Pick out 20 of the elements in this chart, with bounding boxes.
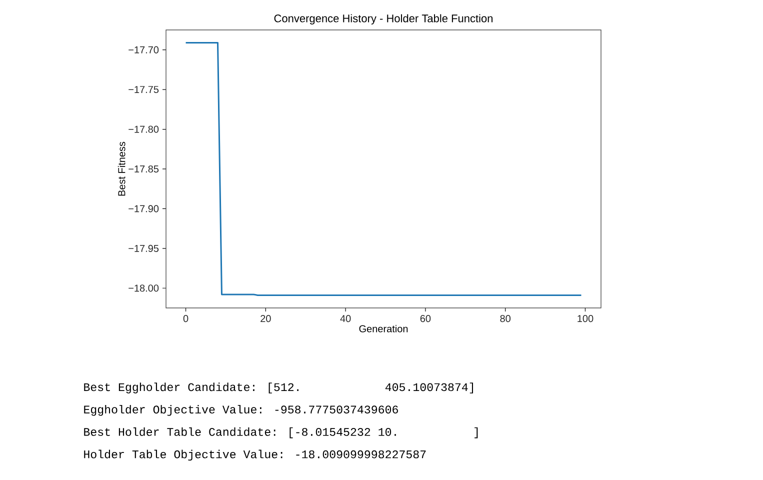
x-tick-label: 60	[420, 315, 431, 322]
y-axis-title: Best Fitness	[118, 142, 126, 196]
x-tick-label: 0	[183, 315, 188, 322]
text: Best Holder Table Candidate: [-8.01545232 10. ]	[84, 427, 478, 438]
text: Eggholder Objective Value: -958.7775037439606	[84, 404, 398, 416]
y-tick-label: −17.75	[128, 86, 159, 94]
y-tick-label: −17.95	[128, 244, 159, 252]
chart-title: Convergence History - Holder Table Function	[274, 14, 492, 24]
x-tick-label: 20	[260, 315, 271, 322]
x-tick-label: 100	[578, 315, 594, 322]
text: Holder Table Objective Value: -18.009099998227587	[84, 450, 426, 461]
x-tick-label: 80	[500, 315, 511, 322]
y-tick-label: −18.00	[128, 284, 159, 292]
x-tick-label: 40	[340, 315, 351, 322]
y-tick-label: −17.80	[128, 126, 159, 133]
y-tick-label: −17.90	[128, 205, 159, 212]
y-tick-label: −17.85	[128, 165, 159, 173]
x-axis-title: Generation	[359, 324, 408, 332]
y-tick-label: −17.70	[128, 46, 159, 54]
text: Best Eggholder Candidate: [512. 405.10073874]	[84, 382, 473, 394]
